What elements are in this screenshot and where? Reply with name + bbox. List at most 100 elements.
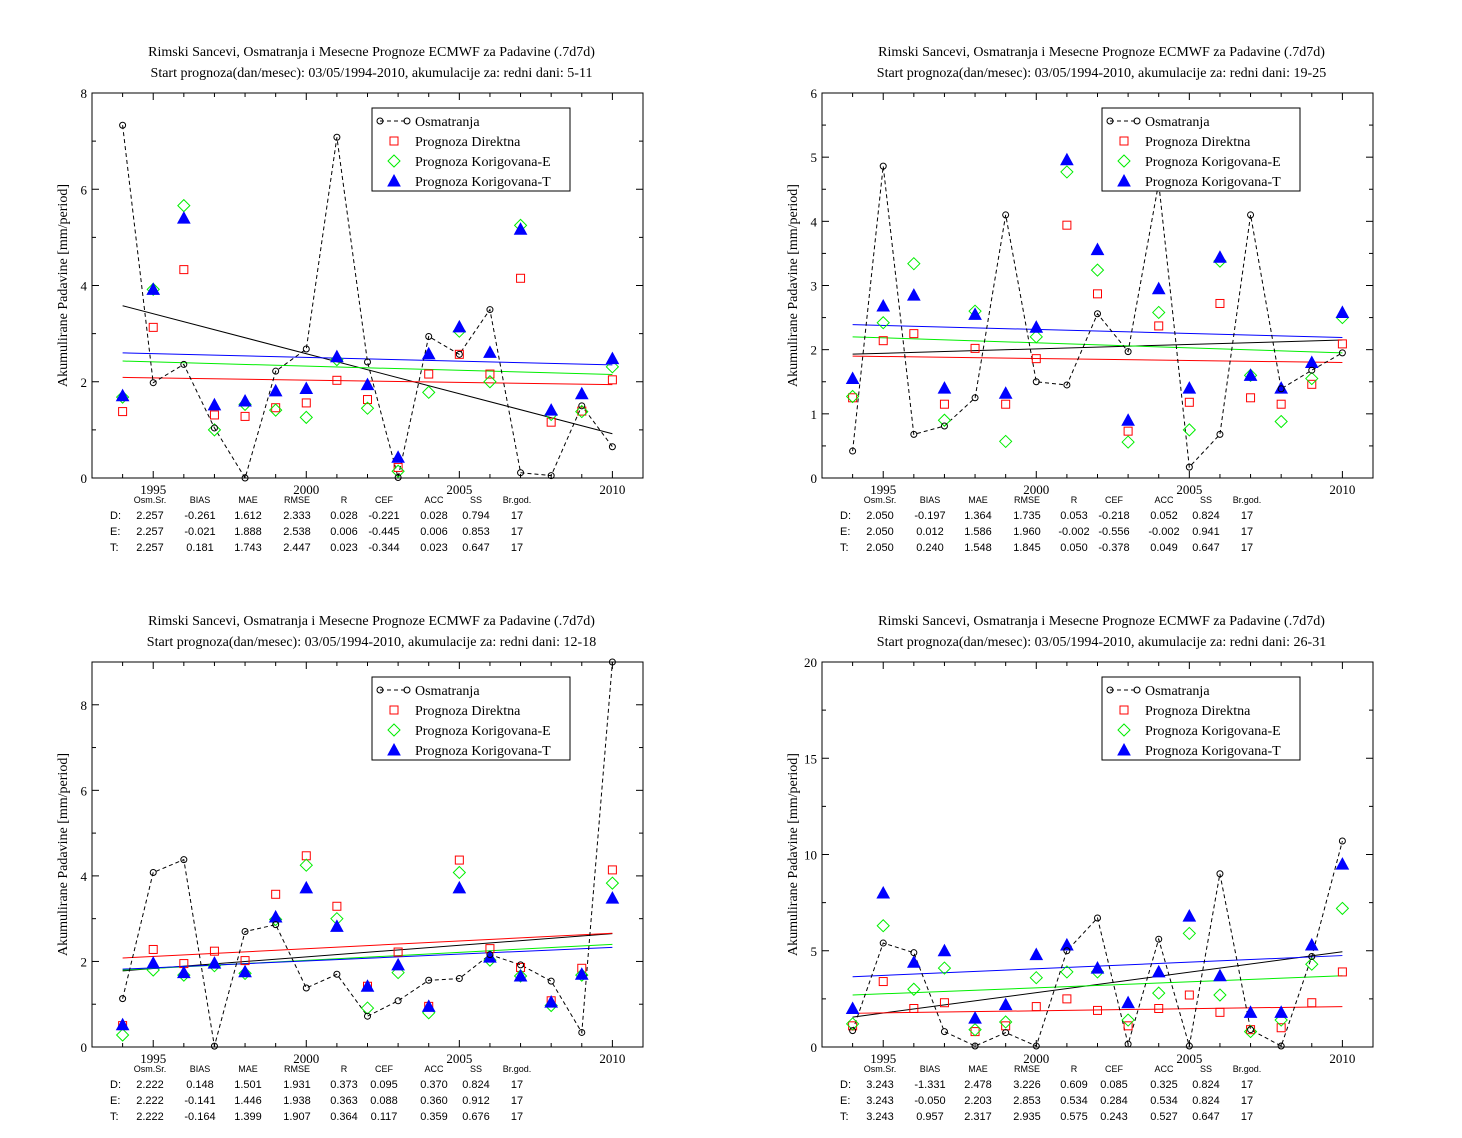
stats-header: MAE: [968, 495, 988, 505]
data-point: [1151, 281, 1166, 295]
stats-value: 17: [511, 1079, 523, 1091]
x-tick-label: 2005: [1176, 482, 1202, 497]
data-point: [302, 984, 310, 992]
stats-value: 0.284: [1100, 1095, 1128, 1107]
data-point: [394, 997, 402, 1005]
data-point: [1094, 914, 1101, 922]
legend-label: Prognoza Direktna: [415, 704, 521, 719]
data-point: [1123, 1021, 1133, 1031]
data-point: [1123, 426, 1133, 436]
series-square: [118, 851, 617, 1031]
data-point: [452, 319, 467, 333]
data-point: [391, 957, 405, 971]
stats-value: 0.148: [186, 1079, 214, 1091]
stats-value: 2.853: [1013, 1095, 1041, 1107]
stats-value: 0.676: [462, 1111, 490, 1123]
data-point: [391, 965, 405, 980]
stats-value: 0.647: [462, 542, 490, 554]
series-circle: [119, 121, 616, 482]
data-point: [1182, 926, 1197, 941]
data-point: [1308, 366, 1316, 374]
series-square: [848, 220, 1347, 436]
stats-value: 0.824: [1192, 1095, 1220, 1107]
data-point: [849, 1027, 857, 1035]
stats-value: 3.243: [866, 1079, 894, 1091]
data-point: [513, 222, 528, 235]
data-point: [1032, 1042, 1040, 1050]
chart-title: Rimski Sancevi, Osmatranja i Mesecne Pro…: [878, 614, 1325, 629]
data-point: [1243, 1005, 1258, 1018]
data-point: [299, 858, 313, 872]
chart-title: Rimski Sancevi, Osmatranja i Mesecne Pro…: [878, 45, 1325, 60]
stats-header: RMSE: [284, 495, 310, 505]
data-point: [970, 1027, 980, 1037]
y-tick-label: 8: [81, 698, 88, 713]
chart-subtitle: Start prognoza(dan/mesec): 03/05/1994-20…: [151, 66, 593, 81]
data-point: [605, 351, 620, 365]
data-point: [1213, 988, 1227, 1002]
data-point: [1029, 947, 1044, 961]
data-point: [1093, 1005, 1102, 1015]
y-tick-label: 4: [811, 214, 818, 229]
chart-panel-4: Rimski Sancevi, Osmatranja i Mesecne Pro…: [786, 614, 1374, 1123]
data-point: [146, 282, 161, 295]
data-point: [454, 855, 464, 865]
y-tick-label: 5: [811, 944, 818, 959]
data-point: [115, 1028, 130, 1042]
data-point: [1277, 1042, 1285, 1050]
data-point: [1243, 368, 1258, 381]
legend-label: Prognoza Korigovana-T: [1145, 175, 1281, 190]
stats-value: 0.028: [420, 510, 448, 522]
legend-label: Prognoza Korigovana-T: [1145, 744, 1281, 759]
stats-value: 0.647: [1192, 1111, 1220, 1123]
data-point: [393, 947, 403, 957]
stats-value: 17: [1241, 542, 1253, 554]
trend-line-diamond: [852, 336, 1343, 354]
stats-header: R: [1071, 495, 1078, 505]
stats-value: 0.023: [330, 542, 358, 554]
stats-value: 3.243: [866, 1095, 894, 1107]
stats-value: 0.049: [1150, 542, 1178, 554]
data-point: [1185, 1042, 1193, 1050]
data-point: [998, 997, 1013, 1011]
data-point: [998, 386, 1013, 399]
stats-value: 0.050: [1060, 542, 1088, 554]
data-point: [360, 377, 375, 391]
stats-value: 17: [1241, 510, 1253, 522]
series-triangle: [115, 211, 620, 463]
data-point: [1182, 423, 1197, 437]
chart-title: Rimski Sancevi, Osmatranja i Mesecne Pro…: [148, 45, 595, 60]
data-point: [118, 407, 128, 417]
stats-value: 3.243: [866, 1111, 894, 1123]
data-point: [1337, 967, 1347, 977]
stats-value: 0.006: [420, 526, 448, 538]
stats-value: 0.085: [1100, 1079, 1128, 1091]
data-point: [876, 316, 890, 330]
data-point: [1151, 964, 1166, 978]
legend-box: [1101, 676, 1301, 761]
stats-value: -0.002: [1148, 526, 1179, 538]
stats-row-label: T:: [110, 542, 119, 554]
data-point: [998, 1015, 1013, 1029]
y-tick-label: 4: [81, 869, 88, 884]
data-point: [849, 447, 857, 455]
data-point: [517, 961, 525, 969]
legend-marker: [389, 705, 399, 715]
stats-row-label: T:: [840, 542, 849, 554]
stats-value: 0.028: [330, 510, 358, 522]
data-point: [333, 133, 341, 141]
data-point: [910, 430, 918, 438]
stats-value: -0.261: [184, 510, 215, 522]
stats-header: MAE: [238, 495, 258, 505]
data-point: [1094, 310, 1101, 318]
data-point: [909, 329, 919, 339]
data-point: [364, 1012, 371, 1020]
stats-row-label: D:: [840, 1079, 851, 1091]
stats-header: CEF: [375, 495, 394, 505]
stats-header: RMSE: [284, 1064, 310, 1074]
data-point: [1308, 953, 1316, 961]
stats-value: 0.912: [462, 1095, 490, 1107]
data-point: [1152, 305, 1166, 320]
stats-value: 2.222: [136, 1079, 164, 1091]
data-point: [906, 955, 921, 968]
